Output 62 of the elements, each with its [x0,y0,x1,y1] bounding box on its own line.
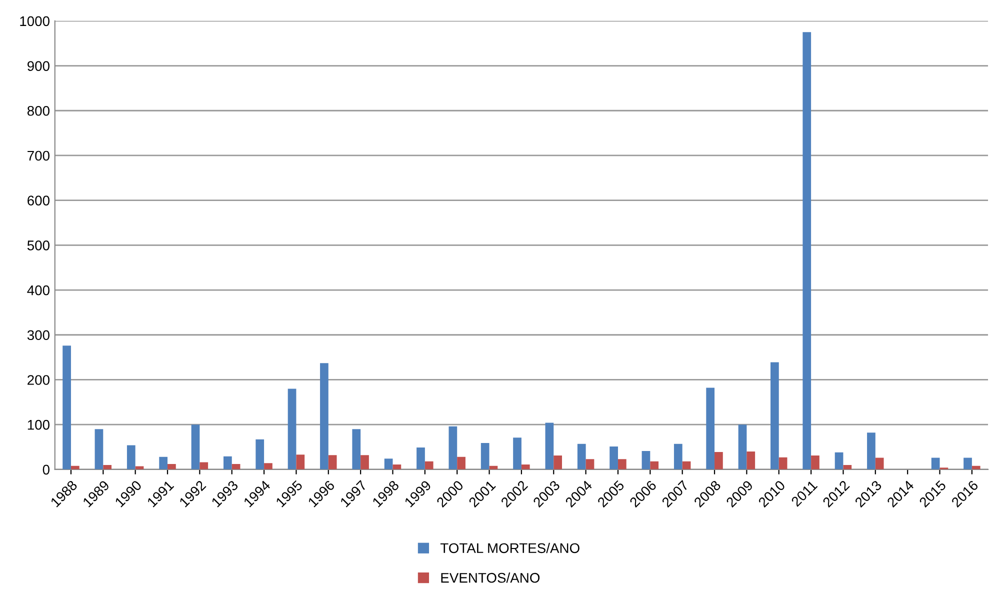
bar [256,439,264,470]
y-tick-label: 700 [28,150,50,161]
bar [674,444,682,470]
y-tick-label: 200 [28,375,50,385]
bar [642,451,650,470]
bar [360,455,369,470]
y-tick-label: 600 [28,196,50,206]
bar [554,456,562,470]
bar [320,363,328,470]
y-tick-label: 0 [42,464,50,475]
bar [586,459,594,470]
y-tick-label: 1000 [20,16,50,26]
bar [103,464,112,470]
bar [424,461,434,470]
bar [738,424,747,470]
bar [264,463,272,470]
bar [416,447,425,470]
bar [834,452,844,470]
bar [328,455,337,470]
y-tick-label: 500 [27,240,50,250]
bar [296,454,305,470]
bar [964,458,972,470]
bar [867,432,876,470]
bar [457,456,466,470]
bar [811,456,820,470]
bar [448,426,458,470]
bar [94,429,104,470]
bar [159,456,168,470]
bar [875,458,884,470]
y-tick-label: 800 [27,106,50,116]
bar [610,446,618,470]
bar [521,464,530,470]
bar [200,462,208,470]
bar [62,346,71,470]
legend-label: TOTAL MORTES/ANO [440,542,580,554]
bar [545,422,554,470]
bar [931,458,940,470]
y-tick-label: 300 [27,330,50,340]
bar [618,459,626,470]
legend-label: EVENTOS/ANO [441,572,540,583]
bar [384,458,393,470]
bar [770,362,779,470]
bar [288,388,296,470]
y-tick-label: 900 [28,61,50,71]
bar [577,444,586,470]
bar [191,424,200,470]
bar [714,452,723,470]
y-tick-label: 400 [27,285,50,296]
bar [513,438,522,470]
y-tick-label: 100 [28,420,50,430]
bar [706,388,715,470]
bar [168,464,176,470]
bar [126,445,136,470]
bar [352,429,361,470]
bar [802,32,812,470]
bar [778,457,788,470]
bar [223,456,232,470]
bar [650,461,659,470]
bar [746,451,756,470]
bar [392,464,402,470]
bar [480,442,490,470]
bar [843,464,852,470]
